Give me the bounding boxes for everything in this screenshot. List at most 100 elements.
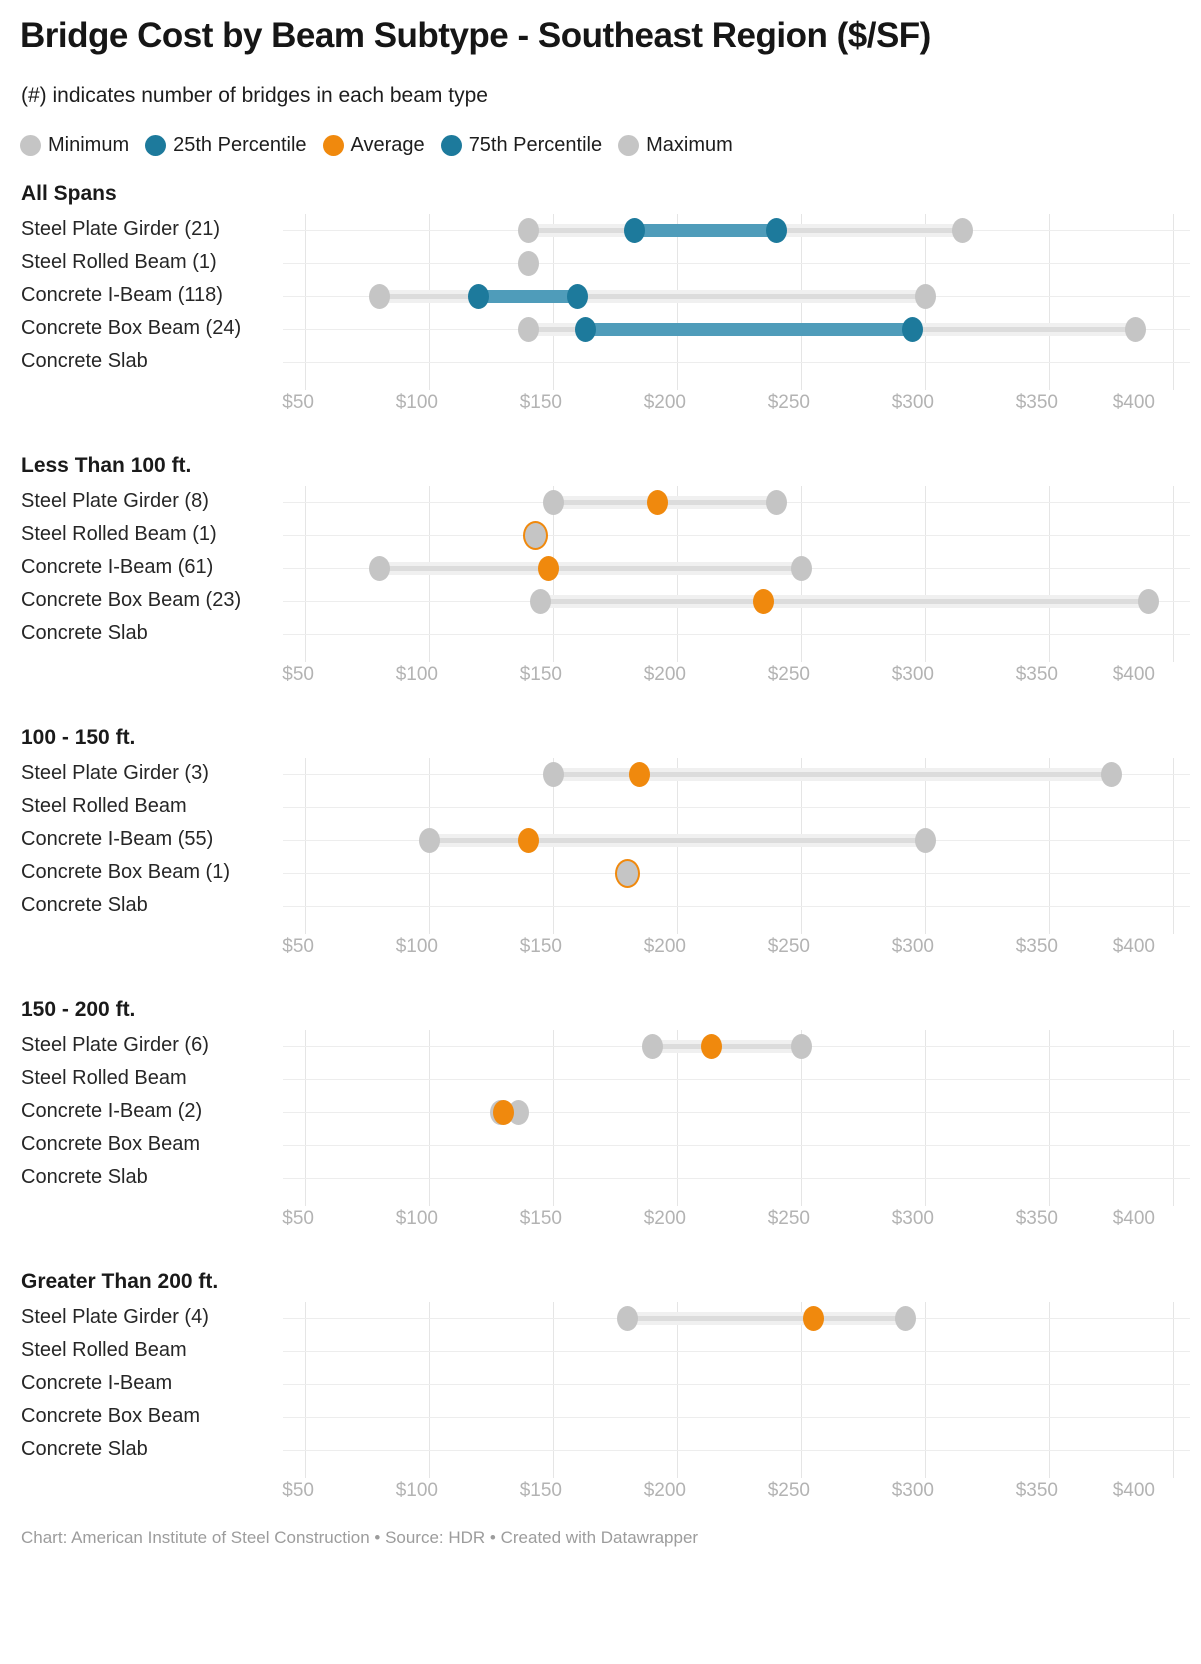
x-axis-tick-label: $50 — [282, 392, 314, 413]
row-guide-line — [283, 1079, 1190, 1080]
maximum-dot — [894, 1306, 916, 1331]
x-axis-tick-label: $50 — [282, 1480, 314, 1501]
beam-type-label: Steel Plate Girder (3) — [21, 762, 209, 784]
x-axis-tick-label: $350 — [1015, 1480, 1058, 1501]
x-axis-tick-label: $350 — [1015, 392, 1058, 413]
gridline — [305, 758, 306, 934]
rows: Steel Plate Girder (6) Steel Rolled Beam C… — [0, 1030, 1201, 1195]
minimum-dot — [525, 523, 547, 548]
percentile-75-dot-icon — [440, 135, 462, 156]
gridline — [1173, 758, 1174, 934]
gridline — [305, 214, 306, 390]
gridline — [305, 1302, 306, 1478]
average-dot — [753, 589, 775, 614]
x-axis-tick-label: $50 — [282, 664, 314, 685]
maximum-dot — [1100, 762, 1122, 787]
panels-container: All Spans Steel Plate Girder (21) Steel Ro… — [0, 178, 1201, 1538]
beam-type-row: Concrete I-Beam (2) — [0, 1096, 1201, 1129]
maximum-dot — [1125, 317, 1147, 342]
panel-heading: 150 - 200 ft. — [21, 998, 136, 1021]
gridline — [553, 1030, 554, 1206]
beam-type-label: Concrete Slab — [21, 1438, 148, 1460]
minimum-dot — [368, 284, 390, 309]
beam-type-row: Concrete Slab — [0, 346, 1201, 379]
min-max-range-core — [652, 1044, 801, 1049]
row-guide-line — [283, 535, 1190, 536]
beam-type-row: Concrete I-Beam (55) — [0, 824, 1201, 857]
gridline — [677, 1302, 678, 1478]
x-axis-tick-label: $150 — [519, 392, 562, 413]
panel-100-150-ft-: 100 - 150 ft. Steel Plate Girder (3) Steel… — [0, 722, 1201, 957]
min-max-range-line — [429, 834, 925, 847]
maximum-dot — [765, 490, 787, 515]
x-axis-tick-label: $250 — [767, 1208, 810, 1229]
beam-type-label: Concrete Box Beam — [21, 1405, 200, 1427]
x-axis-tick-label: $300 — [891, 1208, 934, 1229]
x-axis-tick-label: $100 — [395, 392, 438, 413]
x-axis-tick-label: $200 — [643, 664, 686, 685]
x-axis-tick-label: $100 — [395, 1208, 438, 1229]
row-guide-line — [283, 807, 1190, 808]
beam-type-row: Steel Plate Girder (8) — [0, 486, 1201, 519]
x-axis: $50 $100 $150 $200 $250 $300 $350 $400 — [0, 390, 1201, 413]
beam-type-row: Steel Rolled Beam — [0, 1063, 1201, 1096]
maximum-dot — [914, 284, 936, 309]
panel-150-200-ft-: 150 - 200 ft. Steel Plate Girder (6) Steel… — [0, 994, 1201, 1229]
x-axis-tick-label: $50 — [282, 1208, 314, 1229]
gridline — [925, 486, 926, 662]
min-max-range-core — [540, 599, 1149, 604]
maximum-dot — [951, 218, 973, 243]
beam-type-label: Steel Plate Girder (6) — [21, 1034, 209, 1056]
beam-type-label: Concrete Box Beam (1) — [21, 861, 230, 883]
beam-type-label: Concrete I-Beam (118) — [21, 284, 223, 306]
average-dot — [492, 1100, 514, 1125]
beam-type-row: Concrete Box Beam (23) — [0, 585, 1201, 618]
beam-type-row: Concrete Box Beam (1) — [0, 857, 1201, 890]
min-max-range-line — [379, 562, 801, 575]
legend-item-25th-percentile: 25th Percentile — [145, 134, 307, 157]
legend-label: 25th Percentile — [173, 134, 307, 156]
x-axis: $50 $100 $150 $200 $250 $300 $350 $400 — [0, 1478, 1201, 1501]
minimum-dot — [542, 762, 564, 787]
maximum-dot-icon — [618, 135, 640, 156]
percentile-25-dot — [624, 218, 646, 243]
beam-type-row: Steel Plate Girder (6) — [0, 1030, 1201, 1063]
beam-type-row: Concrete Slab — [0, 1434, 1201, 1467]
x-axis-tick-label: $200 — [643, 1480, 686, 1501]
x-axis-tick-label: $400 — [1112, 664, 1155, 685]
x-axis-tick-label: $100 — [395, 1480, 438, 1501]
beam-type-row: Steel Rolled Beam (1) — [0, 247, 1201, 280]
panel-heading: 100 - 150 ft. — [21, 726, 136, 749]
gridline — [1049, 486, 1050, 662]
chart-title: Bridge Cost by Beam Subtype - Southeast … — [20, 16, 931, 55]
x-axis-tick-label: $50 — [282, 936, 314, 957]
minimum-dot — [368, 556, 390, 581]
x-axis-tick-label: $100 — [395, 936, 438, 957]
beam-type-row: Steel Rolled Beam — [0, 1335, 1201, 1368]
beam-type-label: Steel Plate Girder (4) — [21, 1306, 209, 1328]
legend-item-minimum: Minimum — [20, 134, 129, 157]
beam-type-label: Concrete I-Beam (61) — [21, 556, 214, 578]
panel-heading: Less Than 100 ft. — [21, 454, 192, 477]
row-guide-line — [283, 1178, 1190, 1179]
beam-type-label: Concrete I-Beam — [21, 1372, 173, 1394]
beam-type-label: Steel Rolled Beam (1) — [21, 251, 217, 273]
chart-attribution: Chart: American Institute of Steel Const… — [21, 1528, 699, 1547]
average-dot — [802, 1306, 824, 1331]
rows: Steel Plate Girder (8) Steel Rolled Beam … — [0, 486, 1201, 651]
panel-less-than-100-ft-: Less Than 100 ft. Steel Plate Girder (8) S… — [0, 450, 1201, 685]
x-axis-tick-label: $150 — [519, 1480, 562, 1501]
maximum-dot — [790, 556, 812, 581]
min-max-range-core — [627, 1316, 906, 1321]
gridline — [1173, 486, 1174, 662]
beam-type-label: Steel Rolled Beam — [21, 1067, 187, 1089]
minimum-dot — [517, 218, 539, 243]
x-axis: $50 $100 $150 $200 $250 $300 $350 $400 — [0, 662, 1201, 685]
x-axis: $50 $100 $150 $200 $250 $300 $350 $400 — [0, 1206, 1201, 1229]
row-guide-line — [283, 906, 1190, 907]
percentile-band — [478, 290, 578, 303]
percentile-25-dot — [574, 317, 596, 342]
minimum-dot-icon — [20, 135, 41, 156]
x-axis-tick-label: $250 — [767, 664, 810, 685]
